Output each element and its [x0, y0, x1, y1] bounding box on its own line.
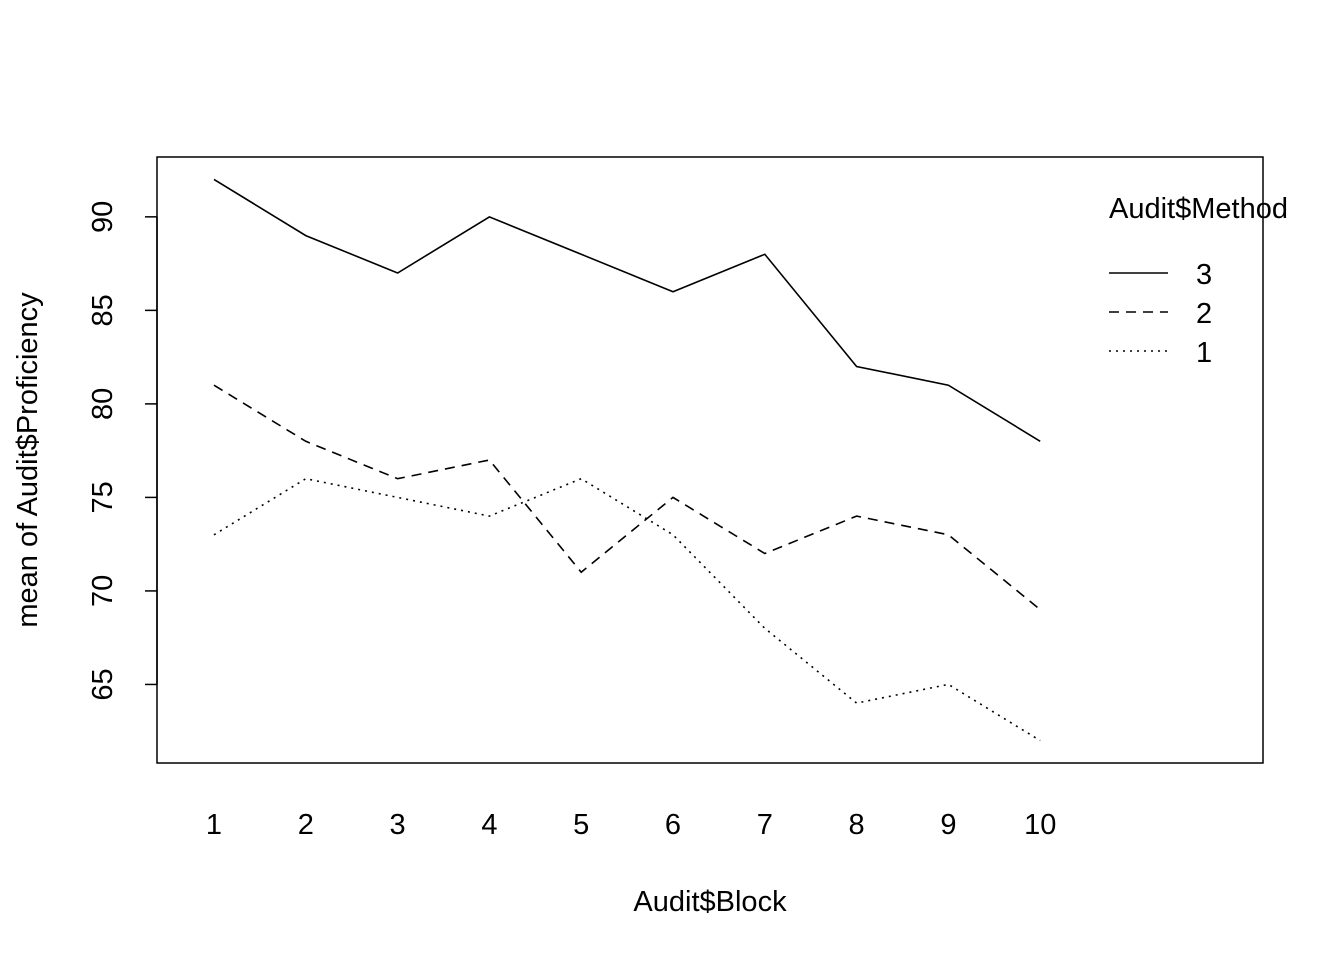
x-tick-label: 4	[481, 809, 497, 841]
y-tick-label: 65	[87, 668, 119, 700]
series-line-1	[213, 477, 1041, 742]
y-tick-label: 85	[87, 294, 119, 326]
x-tick-label: 8	[849, 809, 865, 841]
legend: Audit$Method 3 2 1	[1109, 193, 1288, 369]
y-tick-label: 90	[87, 201, 119, 233]
x-tick-label: 6	[665, 809, 681, 841]
legend-label-3: 3	[1196, 259, 1212, 291]
x-tick-label: 7	[757, 809, 773, 841]
x-tick-label: 9	[940, 809, 956, 841]
x-tick-label: 10	[1024, 809, 1056, 841]
y-axis: 65 70 75 80 85 90	[87, 201, 158, 701]
y-tick-label: 80	[87, 388, 119, 420]
legend-label-2: 2	[1196, 298, 1212, 330]
x-tick-label: 5	[573, 809, 589, 841]
series-line-3	[213, 178, 1041, 442]
x-tick-label: 2	[298, 809, 314, 841]
series-line-2	[213, 384, 1041, 611]
legend-label-1: 1	[1196, 337, 1212, 369]
x-axis: 1 2 3 4 5 6 7 8 9 10	[206, 809, 1056, 841]
x-tick-label: 1	[206, 809, 222, 841]
y-tick-label: 75	[87, 481, 119, 513]
x-tick-label: 3	[390, 809, 406, 841]
y-axis-title: mean of Audit$Proficiency	[12, 292, 44, 628]
series-layer	[213, 178, 1041, 742]
legend-title: Audit$Method	[1109, 193, 1288, 225]
y-tick-label: 70	[87, 575, 119, 607]
plot-frame	[156, 156, 1264, 764]
x-axis-title: Audit$Block	[633, 886, 787, 918]
